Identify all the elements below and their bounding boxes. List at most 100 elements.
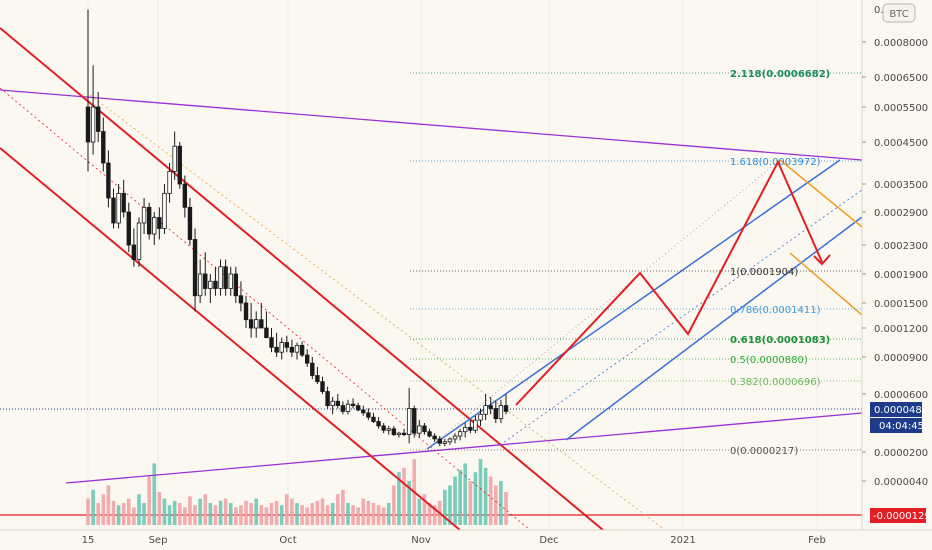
volume-bar (111, 500, 116, 525)
candle-body (330, 400, 335, 406)
candle-body (228, 273, 233, 289)
candle-body (284, 342, 290, 348)
time-axis[interactable]: 15 Sep Oct Nov Dec 2021 Feb (82, 535, 826, 546)
volume-bar (356, 507, 360, 525)
volume-bar (407, 481, 411, 525)
candle (381, 423, 386, 434)
volume-bar (218, 500, 223, 525)
orange-dotted-line (89, 94, 666, 531)
candle (432, 433, 437, 442)
projection-path-line (515, 159, 823, 406)
purple-support-line (65, 412, 863, 484)
red-channel-lower (0, 147, 461, 531)
candle (228, 266, 233, 296)
candle-body (187, 206, 193, 240)
candle (264, 311, 269, 339)
fib-level-label: 0.5(0.0000880) (730, 355, 808, 366)
candle (106, 150, 111, 208)
candle (85, 9, 91, 172)
candle-body (167, 170, 172, 194)
fib-level-label: 0.618(0.0001083) (730, 335, 830, 346)
price-tick-label: 0.0004500 (874, 138, 928, 149)
candle-body (177, 145, 182, 185)
fib-level-label: 1(0.0001904) (730, 267, 798, 278)
candle-body (304, 354, 310, 364)
fib-level-label: 0(0.0000217) (730, 446, 798, 457)
candle-body (457, 431, 463, 437)
candle (218, 259, 223, 296)
candle-body (437, 438, 442, 444)
candle-body (192, 239, 198, 297)
volume-bar (223, 498, 228, 525)
candle (126, 202, 131, 253)
candle-body (106, 162, 111, 199)
candle-body (121, 192, 126, 213)
candle (136, 217, 142, 267)
negative-level-box (870, 508, 926, 523)
candle (463, 423, 468, 438)
candle (90, 65, 96, 155)
candle-body (248, 319, 254, 329)
candle-body (493, 408, 499, 420)
candle-body (350, 403, 356, 407)
volume-bar (274, 500, 279, 525)
price-tick-label: 0.0002300 (874, 241, 928, 252)
candle (284, 335, 290, 353)
candle (473, 415, 478, 434)
candle (223, 259, 228, 296)
price-axis[interactable]: 0.0008000 0.0006500 0.0005500 0.0004500 0.00… (862, 5, 928, 488)
price-tick-label: 0.0003500 (874, 180, 928, 191)
symbol-badge[interactable]: BTC (882, 3, 916, 23)
candle-body (259, 319, 264, 329)
candle-body (376, 421, 381, 427)
orange-line-lower (789, 252, 863, 316)
volume-bar (458, 470, 462, 525)
volume-bar (320, 498, 325, 525)
projection-path (515, 159, 831, 406)
fib-level: 0.5(0.0000880) (410, 355, 862, 366)
candle-body (335, 400, 340, 406)
candle (294, 342, 300, 360)
fib-level: 0.382(0.0000696) (410, 377, 862, 388)
candle-body (269, 337, 274, 348)
price-tick-label: 0.0000040 (874, 477, 928, 488)
candle (457, 428, 463, 441)
candle (371, 412, 376, 423)
candle (269, 328, 274, 353)
candle (182, 175, 188, 218)
candle (101, 117, 106, 172)
volume-bar (351, 505, 355, 525)
candle (279, 337, 284, 360)
fib-level: 0(0.0000217) (410, 446, 862, 457)
price-tick-label: 0.0000200 (874, 448, 928, 459)
volume-bar (126, 498, 131, 525)
volume-bar (417, 498, 422, 525)
candle (177, 142, 182, 189)
candle (111, 188, 116, 229)
candle (248, 303, 254, 338)
candle-body (447, 438, 453, 443)
symbol-badge-text: BTC (889, 9, 908, 20)
candle-body (325, 391, 330, 406)
volume-bar (310, 503, 315, 525)
candle (468, 420, 473, 434)
volume-bar (463, 463, 468, 525)
volume-bar (427, 503, 432, 525)
candle (325, 386, 330, 409)
candle-body (361, 409, 366, 414)
fib-level: 0.618(0.0001083) (410, 335, 862, 346)
candle-body (274, 346, 279, 353)
candle (488, 396, 493, 415)
candle (386, 425, 391, 435)
candle-body (355, 405, 361, 411)
candle-body (203, 273, 208, 289)
candle (203, 252, 208, 296)
candle (259, 303, 264, 329)
volume-bar (432, 505, 437, 525)
candle-body (463, 426, 468, 433)
time-tick-label: Oct (279, 535, 296, 546)
candle-body (381, 425, 386, 431)
volume-bar (91, 489, 95, 525)
